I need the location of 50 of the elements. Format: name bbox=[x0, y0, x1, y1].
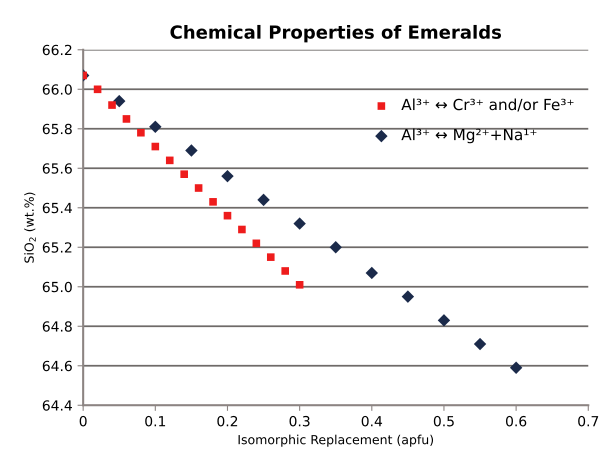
point bbox=[293, 217, 306, 230]
point bbox=[149, 120, 162, 134]
point bbox=[510, 362, 522, 374]
point bbox=[137, 128, 145, 137]
point bbox=[94, 85, 102, 94]
point bbox=[185, 144, 198, 157]
point bbox=[330, 241, 342, 254]
point bbox=[402, 290, 414, 303]
y-tick-label: 64.6 bbox=[42, 360, 72, 372]
x-axis-title: Isomorphic Replacement (apfu) bbox=[238, 434, 434, 447]
point bbox=[194, 184, 202, 192]
y-tick-label: 64.4 bbox=[42, 400, 72, 411]
y-tick-label: 65.6 bbox=[42, 163, 72, 174]
y-tick-label: 65.8 bbox=[42, 124, 72, 134]
x-tick-label: 0.1 bbox=[145, 416, 166, 426]
point bbox=[224, 212, 232, 220]
point bbox=[238, 226, 246, 234]
point bbox=[281, 267, 290, 275]
point bbox=[266, 253, 275, 261]
point bbox=[209, 198, 217, 206]
point bbox=[438, 314, 450, 327]
y-tick-label: 66.2 bbox=[42, 44, 72, 56]
point bbox=[122, 115, 130, 123]
point bbox=[113, 94, 126, 108]
x-tick-label: 0.6 bbox=[506, 416, 526, 426]
y-axis-title: SiO$_{2}$ (wt.%) bbox=[24, 192, 36, 263]
legend-label: Al³⁺ ↔ Cr³⁺ and/or Fe³⁺ bbox=[401, 98, 574, 112]
x-tick-label: 0.7 bbox=[578, 416, 598, 426]
point bbox=[252, 240, 260, 248]
x-tick-label: 0.5 bbox=[434, 416, 454, 426]
point bbox=[180, 170, 188, 178]
y-tick-label: 66.0 bbox=[42, 84, 72, 95]
point bbox=[108, 101, 116, 109]
y-tick-label: 64.8 bbox=[42, 321, 72, 332]
y-tick-label: 65.4 bbox=[42, 202, 72, 214]
point bbox=[296, 280, 304, 289]
x-tick-label: 0.2 bbox=[217, 416, 238, 426]
chart-title: Chemical Properties of Emeralds bbox=[170, 24, 502, 42]
point bbox=[152, 142, 160, 150]
x-tick-label: 0.3 bbox=[290, 416, 310, 426]
x-tick-label: 0.4 bbox=[362, 416, 382, 426]
y-tick-label: 65.0 bbox=[42, 282, 72, 292]
x-tick-label: 0 bbox=[80, 416, 87, 426]
point bbox=[366, 266, 378, 280]
point bbox=[474, 338, 486, 350]
point bbox=[257, 194, 270, 206]
y-tick-label: 65.2 bbox=[42, 242, 72, 253]
point bbox=[166, 156, 174, 164]
point bbox=[221, 170, 234, 182]
legend-label: Al³⁺ ↔ Mg²⁺+Na¹⁺ bbox=[401, 128, 536, 144]
